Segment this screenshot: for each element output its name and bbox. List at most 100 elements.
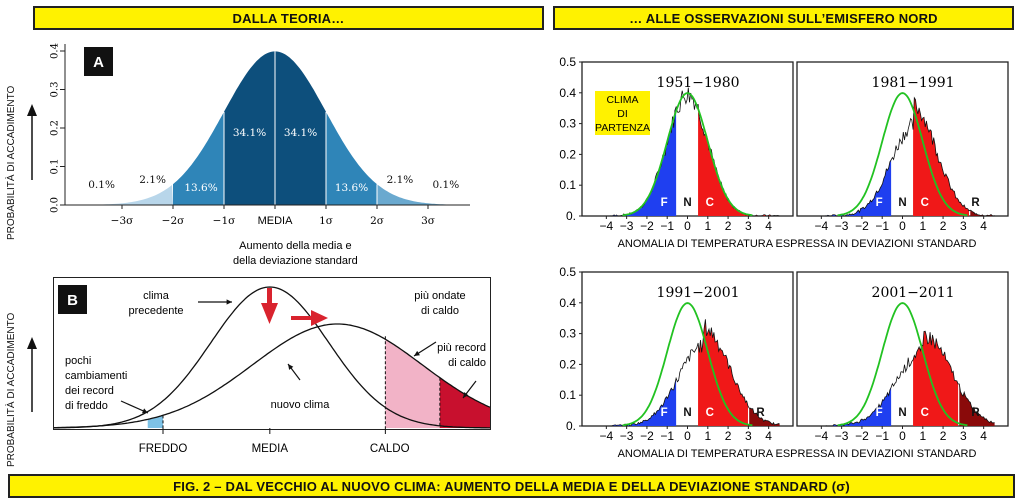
red-arrow-right-shaft bbox=[291, 316, 313, 320]
y-tick-label: 0.5 bbox=[559, 55, 576, 69]
category-letter: C bbox=[921, 407, 929, 419]
clima-label-text: CLIMA bbox=[606, 94, 638, 106]
y-tick-label: 0.5 bbox=[559, 265, 576, 279]
band-mid-left bbox=[173, 111, 224, 205]
band-mid-right bbox=[326, 111, 377, 205]
x-tick-label: −2σ bbox=[162, 215, 185, 227]
new-climate-curve bbox=[54, 323, 491, 429]
red-arrow-down-shaft bbox=[267, 288, 272, 306]
banner-theory-text: DALLA TEORIA… bbox=[232, 10, 345, 26]
y-tick-label: 0. bbox=[566, 419, 576, 433]
y-tick-label: 0.3 bbox=[559, 117, 576, 131]
percentage-label: 13.6% bbox=[184, 182, 217, 194]
x-tick-label: 4 bbox=[765, 219, 772, 233]
cold-area bbox=[610, 107, 677, 216]
category-letter: C bbox=[921, 197, 929, 209]
band-center-right bbox=[275, 51, 326, 206]
percentage-label: 0.1% bbox=[88, 179, 115, 191]
reference-normal-curve bbox=[837, 92, 968, 217]
reference-normal-curve bbox=[837, 302, 968, 427]
y-tick-label: 0.4 bbox=[50, 43, 61, 59]
x-tick-label: 2 bbox=[940, 429, 947, 443]
more-heatwaves-area bbox=[385, 339, 440, 428]
x-tick-label: −4 bbox=[815, 219, 829, 233]
band-center-left bbox=[224, 51, 275, 206]
x-tick-label: −3 bbox=[835, 219, 849, 233]
more-records-area bbox=[439, 377, 490, 428]
x-tick-label: −2 bbox=[855, 219, 869, 233]
observation-frame bbox=[796, 271, 1009, 427]
panel-b-annotation: di caldo bbox=[421, 305, 459, 317]
category-letter: F bbox=[661, 197, 668, 209]
category-letter: N bbox=[683, 197, 691, 209]
x-tick-label: 4 bbox=[980, 429, 987, 443]
panel-b-annotation: precedente bbox=[128, 305, 183, 317]
category-letter: F bbox=[876, 407, 883, 419]
band-outer-right bbox=[377, 184, 454, 205]
x-category-label: MEDIA bbox=[252, 443, 289, 455]
warm-area bbox=[698, 104, 780, 216]
x-tick-label: −4 bbox=[600, 219, 614, 233]
panel-b-badge: B bbox=[67, 292, 78, 309]
observation-panel-4: 2001−2011 F N C R −4 −3 −2 −1 0 1 2 3 4 bbox=[796, 271, 1009, 443]
x-tick-label: −3 bbox=[620, 219, 634, 233]
category-letter: F bbox=[661, 407, 668, 419]
x-tick-label: −3σ bbox=[111, 215, 134, 227]
y-tick-label: 0.4 bbox=[559, 296, 576, 310]
x-tick-label: 0 bbox=[899, 429, 906, 443]
x-tick-label: 3 bbox=[960, 429, 967, 443]
observation-panel-title: 1991−2001 bbox=[657, 285, 740, 301]
record-area bbox=[959, 384, 995, 426]
clima-label-box bbox=[595, 91, 650, 135]
panel-b-chart: FREDDO MEDIA CALDO clima precedente più ondat… bbox=[27, 285, 491, 455]
panel-a-caption-line2: della deviazione standard bbox=[233, 255, 358, 267]
banner-observations-text: … ALLE OSSERVAZIONI SULL’EMISFERO NORD bbox=[629, 10, 938, 26]
category-letter: C bbox=[706, 197, 714, 209]
red-arrow-down-head bbox=[261, 303, 278, 324]
observation-panel-title: 1951−1980 bbox=[657, 75, 740, 91]
reference-normal-curve bbox=[622, 302, 753, 427]
panel-b-annotation: nuovo clima bbox=[271, 399, 331, 411]
x-tick-label: −4 bbox=[815, 429, 829, 443]
panel-b-annotation: pochi bbox=[65, 355, 91, 367]
x-tick-label: 3 bbox=[745, 429, 752, 443]
x-category-label: CALDO bbox=[370, 443, 410, 455]
heatwaves-arrow-head bbox=[414, 350, 420, 356]
x-tick-label: 1 bbox=[919, 219, 926, 233]
panel-b-badge-box bbox=[58, 285, 87, 314]
x-tick-label: 3σ bbox=[421, 215, 435, 227]
observation-panel-1: 1951−1980 F N C 0. 0.1 0.2 0.3 0.4 0.5 −4 −3 −2 −1 0 1 2… bbox=[559, 55, 794, 233]
y-tick-label: 0.2 bbox=[50, 120, 61, 136]
x-tick-label: 4 bbox=[765, 429, 772, 443]
x-tick-label: 3 bbox=[960, 219, 967, 233]
x-tick-label: −1σ bbox=[213, 215, 236, 227]
observation-frame bbox=[581, 271, 794, 427]
banner-footer-text: FIG. 2 – DAL VECCHIO AL NUOVO CLIMA: AUM… bbox=[173, 478, 850, 494]
x-tick-label: −1 bbox=[875, 219, 889, 233]
x-tick-label: 1σ bbox=[319, 215, 333, 227]
y-tick-label: 0.0 bbox=[50, 197, 61, 213]
panel-b-annotation: cambiamenti bbox=[65, 370, 127, 382]
banner-observations: … ALLE OSSERVAZIONI SULL’EMISFERO NORD bbox=[553, 6, 1014, 30]
observation-panel-title: 2001−2011 bbox=[872, 285, 955, 301]
x-tick-label: −2 bbox=[855, 429, 869, 443]
x-tick-label: 2 bbox=[725, 429, 732, 443]
y-tick-label: 0. bbox=[566, 209, 576, 223]
observed-distribution-line bbox=[825, 330, 995, 427]
warm-area bbox=[913, 97, 970, 216]
x-tick-label: 0 bbox=[684, 429, 691, 443]
percentage-label: 2.1% bbox=[387, 174, 414, 186]
x-tick-label: 4 bbox=[980, 219, 987, 233]
x-tick-label: 1 bbox=[919, 429, 926, 443]
panel-b-annotation: più ondate bbox=[414, 290, 465, 302]
x-tick-label: 0 bbox=[899, 219, 906, 233]
category-letter: N bbox=[898, 407, 906, 419]
category-letter: R bbox=[756, 407, 765, 419]
category-letter: R bbox=[971, 197, 980, 209]
y-tick-label: 0.4 bbox=[559, 86, 576, 100]
banner-theory: DALLA TEORIA… bbox=[33, 6, 544, 30]
panel-b-up-arrowhead bbox=[27, 337, 37, 349]
x-tick-label: MEDIA bbox=[258, 215, 294, 227]
x-category-label: FREDDO bbox=[139, 443, 188, 455]
